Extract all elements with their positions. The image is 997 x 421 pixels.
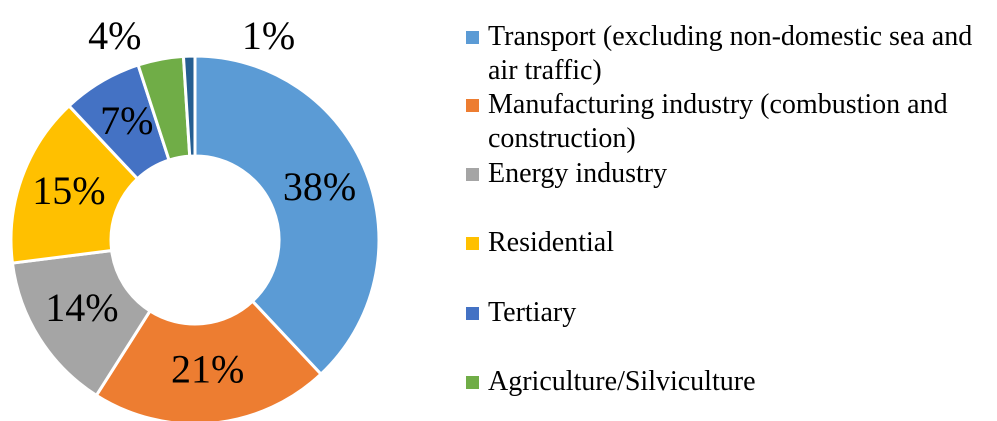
donut-slice — [10, 248, 153, 398]
legend-label: Agriculture/Silviculture — [488, 366, 756, 397]
legend-label: Manufacturing industry (combustion and c… — [488, 89, 948, 154]
legend-label: Energy industry — [488, 158, 668, 189]
legend-label: Residential — [488, 227, 614, 258]
data-label: 4% — [88, 13, 141, 58]
legend-entry: Energy industry — [466, 157, 991, 191]
legend-swatch — [466, 99, 479, 112]
donut-slice — [181, 54, 197, 158]
legend-swatch — [466, 307, 479, 320]
data-label: 1% — [242, 13, 295, 58]
legend-swatch — [466, 168, 479, 181]
legend-label: Transport (excluding non-domestic sea an… — [488, 21, 973, 86]
data-label: 38% — [283, 164, 356, 209]
donut-slice — [193, 54, 381, 377]
legend-label: Tertiary — [488, 297, 577, 328]
legend-entry: Agriculture/Silviculture — [466, 365, 991, 399]
legend-swatch — [466, 237, 479, 250]
legend-entry: Manufacturing industry (combustion and c… — [466, 88, 991, 156]
data-label: 7% — [100, 98, 153, 143]
donut-slice — [94, 299, 324, 421]
data-label: 14% — [45, 285, 118, 330]
legend-swatch — [466, 31, 479, 44]
data-label: 15% — [32, 168, 105, 213]
legend-entry: Tertiary — [466, 296, 991, 330]
legend-entry: Transport (excluding non-domestic sea an… — [466, 20, 991, 88]
legend-entry: Residential — [466, 226, 991, 260]
data-label: 21% — [171, 347, 244, 392]
legend-swatch — [466, 376, 479, 389]
